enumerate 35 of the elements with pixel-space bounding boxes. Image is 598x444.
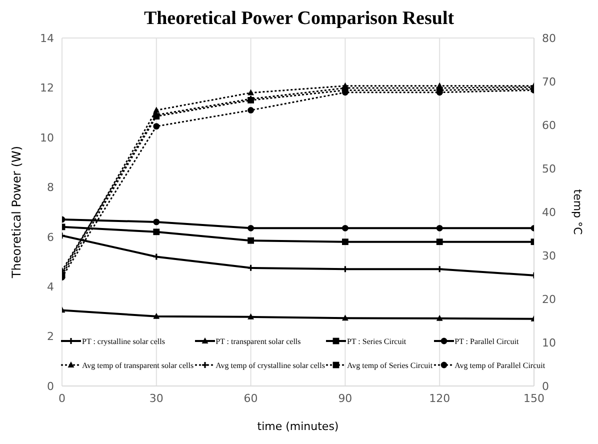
legend-label: PT : transparent solar cells bbox=[216, 336, 301, 346]
y2-axis-title: temp °C bbox=[571, 189, 584, 236]
y-tick-label: 14 bbox=[40, 32, 54, 45]
legend-label: Avg temp of Series Circuit bbox=[346, 360, 433, 370]
y2-tick-label: 0 bbox=[542, 380, 549, 393]
y-axis-title: Theoretical Power (W) bbox=[9, 146, 24, 280]
x-tick-label: 60 bbox=[244, 392, 258, 405]
y2-tick-label: 70 bbox=[542, 75, 556, 88]
chart-title: Theoretical Power Comparison Result bbox=[142, 8, 456, 31]
legend-label: Avg temp of transparent solar cells bbox=[82, 360, 194, 370]
x-tick-label: 90 bbox=[338, 392, 352, 405]
y-tick-label: 6 bbox=[47, 230, 54, 244]
y-tick-label: 12 bbox=[40, 82, 54, 95]
y-tick-label: 10 bbox=[40, 131, 54, 144]
y-tick-label: 2 bbox=[47, 330, 54, 344]
legend-label: Avg temp of crystalline solar cells bbox=[216, 360, 325, 370]
y2-tick-label: 60 bbox=[542, 118, 556, 132]
y-tick-label: 4 bbox=[47, 280, 54, 294]
y2-tick-label: 10 bbox=[542, 336, 556, 350]
y-tick-label: 0 bbox=[47, 380, 54, 393]
y2-tick-label: 80 bbox=[542, 32, 556, 45]
y2-tick-label: 50 bbox=[542, 162, 556, 176]
legend-label: Avg temp of Parallel Circuit bbox=[454, 360, 546, 370]
legend-label: PT : Parallel Circuit bbox=[454, 336, 519, 346]
x-tick-label: 30 bbox=[149, 392, 164, 405]
y2-tick-label: 30 bbox=[542, 249, 556, 262]
x-tick-label: 120 bbox=[429, 392, 450, 405]
legend-label: PT : crystalline solar cells bbox=[82, 336, 165, 346]
legend-label: PT : Series Circuit bbox=[346, 336, 406, 346]
y-tick-label: 8 bbox=[47, 181, 54, 194]
x-axis-title: time (minutes) bbox=[257, 420, 339, 433]
y2-tick-label: 20 bbox=[542, 292, 556, 306]
x-tick-label: 0 bbox=[58, 392, 66, 405]
y2-tick-label: 40 bbox=[542, 206, 556, 219]
x-tick-label: 150 bbox=[524, 392, 544, 405]
